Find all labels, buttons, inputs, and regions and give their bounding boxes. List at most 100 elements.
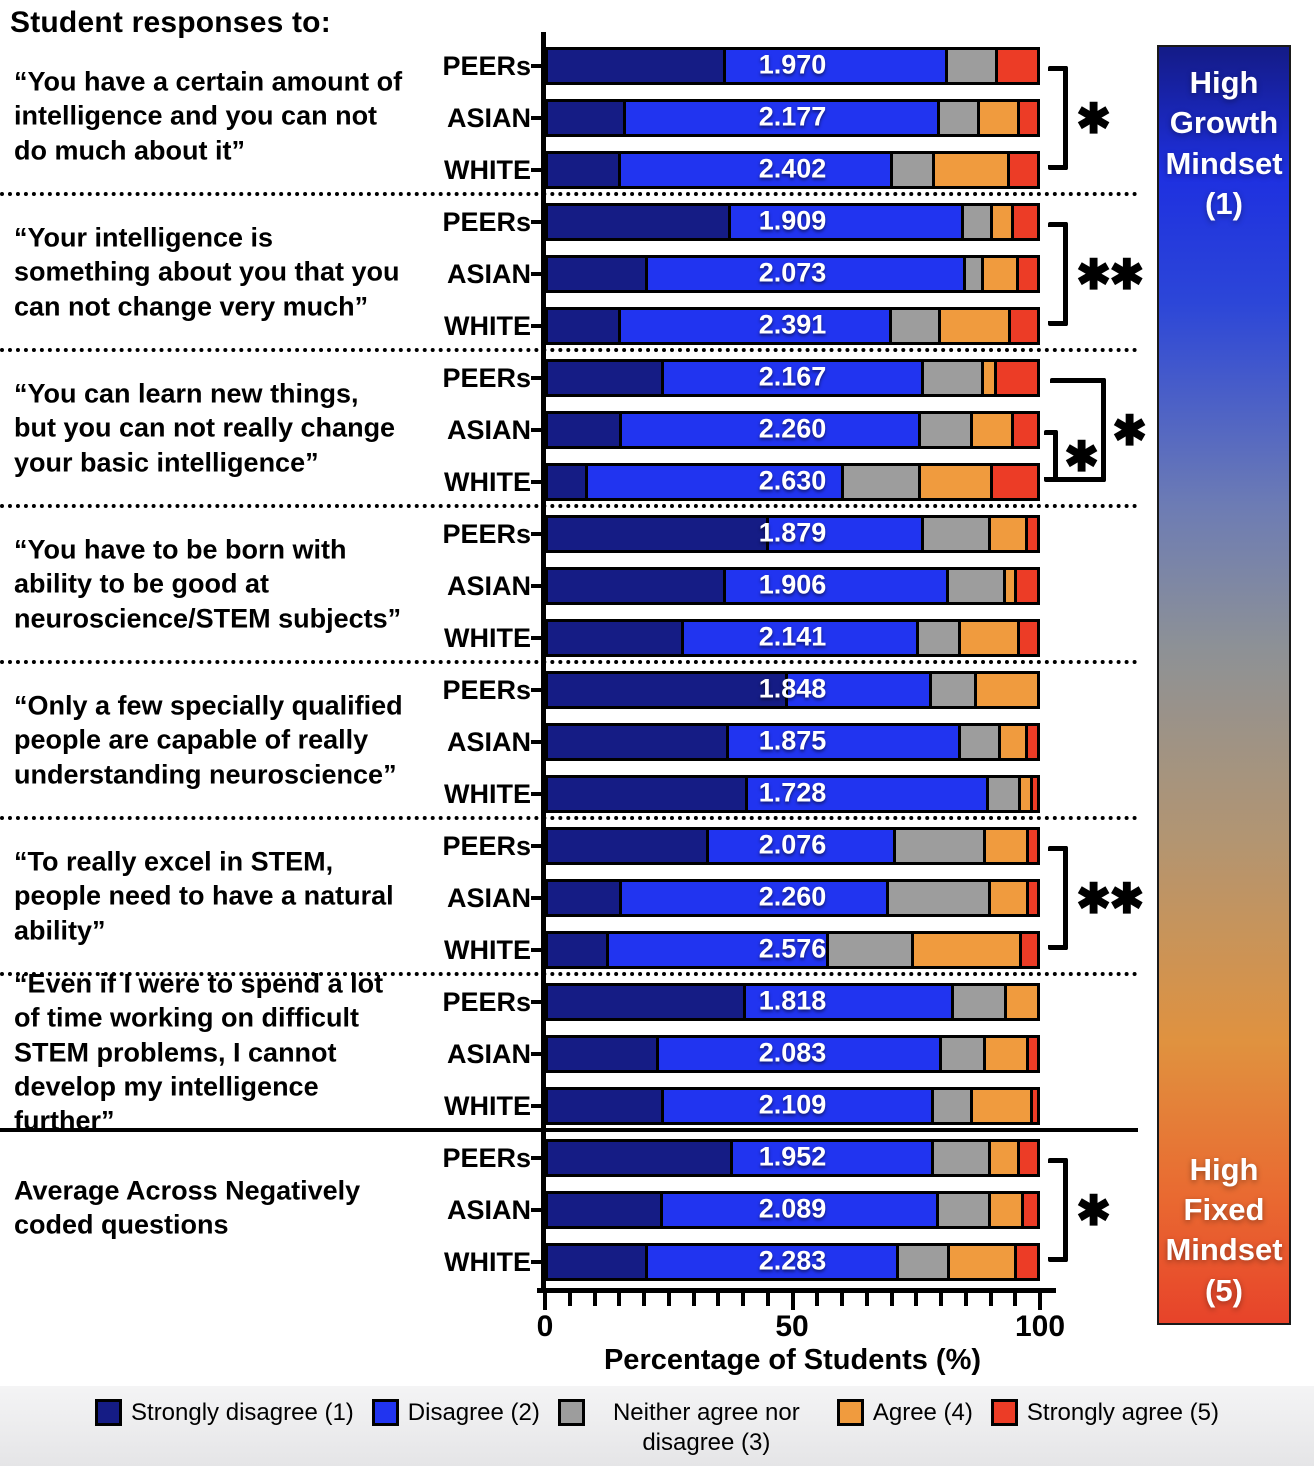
race-label: PEERs	[442, 830, 531, 861]
segment-agree-4	[987, 518, 1025, 550]
segment-agree-4	[976, 102, 1017, 134]
group-block-3: “You can learn new things, but you can n…	[0, 350, 1140, 508]
x-tick-5	[567, 1293, 572, 1306]
bar-row-asian: ASIAN 2.083	[400, 1028, 1140, 1080]
row-tick	[531, 584, 545, 588]
question-label: “You have to be born with ability to be …	[14, 534, 402, 634]
significance-bracket	[1048, 66, 1068, 170]
segment-strongly-agree-5	[1024, 518, 1037, 550]
stacked-bar: 2.141	[545, 619, 1040, 657]
segment-agree-4	[989, 206, 1012, 238]
bar-row-white: WHITE 2.141	[400, 612, 1140, 664]
row-tick	[531, 1156, 545, 1160]
asterisk-glyph: ✱✱	[1076, 250, 1144, 298]
row-tick	[531, 1000, 545, 1004]
segment-agree-4	[987, 1194, 1021, 1226]
segment-strongly-agree-5	[1029, 778, 1037, 810]
segment-strongly-disagree-1	[548, 934, 607, 966]
separator-dotted	[0, 192, 1138, 196]
bar-row-asian: ASIAN 2.089	[400, 1184, 1140, 1236]
stacked-bar: 1.952	[545, 1139, 1040, 1177]
bar-row-white: WHITE 2.630	[400, 456, 1140, 508]
segment-agree-4	[1017, 778, 1030, 810]
segment-neither-agree-nor-disagree-3	[930, 1142, 988, 1174]
segment-neither-agree-nor-disagree-3	[917, 414, 970, 446]
segment-disagree-2	[766, 518, 922, 550]
row-tick	[531, 1208, 545, 1212]
x-tick-30	[691, 1293, 696, 1306]
stacked-bar: 1.818	[545, 983, 1040, 1021]
legend-item-strongly-disagree-1: Strongly disagree (1)	[95, 1398, 354, 1428]
segment-agree-4	[931, 154, 1008, 186]
row-tick	[531, 480, 545, 484]
stacked-bar: 2.177	[545, 99, 1040, 137]
segment-strongly-disagree-1	[548, 778, 745, 810]
x-tick-70	[889, 1293, 894, 1306]
race-label: ASIAN	[446, 1038, 531, 1069]
segment-agree-4	[937, 310, 1008, 342]
segment-strongly-agree-5	[1014, 570, 1037, 602]
segment-disagree-2	[619, 882, 886, 914]
race-label: WHITE	[444, 154, 531, 185]
segment-strongly-disagree-1	[548, 622, 681, 654]
legend-item-agree-4: Agree (4)	[836, 1398, 973, 1428]
bar-rows: PEERs 1.848 ASIAN 1.875 WHITE 1.728	[400, 664, 1140, 820]
colorbar-bottom-label: High Fixed Mindset (5)	[1165, 1151, 1283, 1308]
x-tick-35	[716, 1293, 721, 1306]
segment-strongly-agree-5	[989, 466, 1037, 498]
segment-strongly-agree-5	[1026, 830, 1037, 862]
asterisk-glyph: ✱	[1076, 94, 1111, 142]
colorbar-top-label: High Growth Mindset (1)	[1165, 65, 1283, 221]
asterisk-glyph: ✱✱	[1076, 874, 1144, 922]
x-axis-title: Percentage of Students (%)	[603, 1344, 982, 1376]
segment-strongly-disagree-1	[548, 882, 620, 914]
segment-agree-4	[1002, 570, 1015, 602]
separator-dotted	[0, 348, 1138, 352]
segment-disagree-2	[617, 310, 890, 342]
x-tick-label-100: 100	[1014, 1310, 1066, 1343]
segment-disagree-2	[623, 102, 937, 134]
segment-disagree-2	[617, 154, 891, 186]
race-label: PEERs	[442, 1142, 531, 1173]
segment-agree-4	[969, 414, 1012, 446]
race-label: PEERs	[442, 206, 531, 237]
segment-strongly-agree-5	[1017, 622, 1037, 654]
segment-strongly-disagree-1	[548, 466, 585, 498]
stacked-bar: 2.630	[545, 463, 1040, 501]
race-label: WHITE	[444, 934, 531, 965]
segment-neither-agree-nor-disagree-3	[889, 310, 938, 342]
stacked-bar: 1.909	[545, 203, 1040, 241]
segment-disagree-2	[784, 674, 930, 706]
bar-row-white: WHITE 2.109	[400, 1080, 1140, 1132]
row-tick	[531, 896, 545, 900]
stacked-bar: 2.391	[545, 307, 1040, 345]
segment-neither-agree-nor-disagree-3	[962, 258, 982, 290]
legend: Strongly disagree (1) Disagree (2) Neither…	[0, 1398, 1314, 1458]
segment-strongly-agree-5	[1017, 1142, 1037, 1174]
segment-neither-agree-nor-disagree-3	[957, 726, 998, 758]
separator-dotted	[0, 660, 1138, 664]
significance-stars: ✱✱	[1076, 222, 1144, 326]
row-tick	[531, 688, 545, 692]
bar-row-white: WHITE 2.402	[400, 144, 1140, 196]
x-axis-line	[537, 1288, 1056, 1293]
segment-strongly-agree-5	[1029, 1090, 1037, 1122]
segment-strongly-agree-5	[1011, 206, 1037, 238]
segment-strongly-disagree-1	[548, 1246, 645, 1278]
row-tick	[531, 168, 545, 172]
bar-row-peers: PEERs 1.848	[400, 664, 1140, 716]
question-label: “To really excel in STEM, people need to…	[14, 846, 394, 946]
stacked-bar: 1.848	[545, 671, 1040, 709]
segment-disagree-2	[619, 414, 918, 446]
x-tick-75	[914, 1293, 919, 1306]
race-label: WHITE	[444, 310, 531, 341]
segment-strongly-disagree-1	[548, 1038, 657, 1070]
group-block-2: “Your intelligence is something about yo…	[0, 194, 1140, 352]
segment-agree-4	[1004, 986, 1037, 1018]
segment-agree-4	[974, 674, 1037, 706]
race-label: ASIAN	[446, 258, 531, 289]
significance-stars: ✱	[1076, 1158, 1111, 1262]
x-tick-50	[790, 1293, 795, 1310]
question-label: Average Across Negatively coded question…	[14, 1175, 361, 1240]
segment-neither-agree-nor-disagree-3	[986, 778, 1018, 810]
